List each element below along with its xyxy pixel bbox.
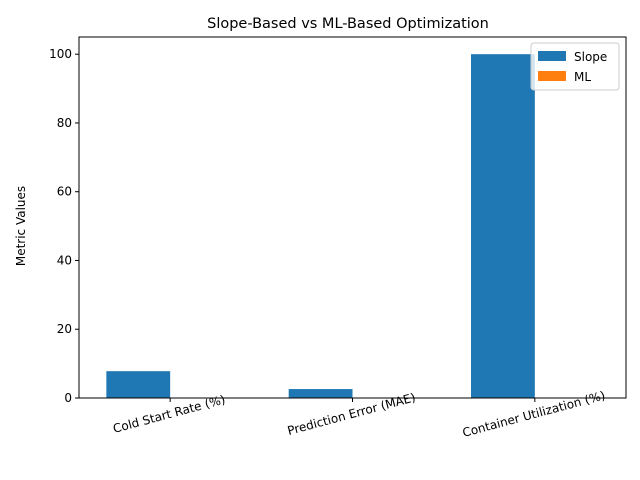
bars-layer xyxy=(106,54,535,398)
legend: Slope ML xyxy=(530,42,620,91)
y-tick-label: 60 xyxy=(57,185,72,199)
legend-label-ml: ML xyxy=(574,70,591,84)
y-tick-label: 40 xyxy=(57,253,72,267)
bar-slope-2 xyxy=(471,54,535,398)
chart-title: Slope-Based vs ML-Based Optimization xyxy=(207,16,489,32)
y-tick-label: 80 xyxy=(57,116,72,130)
legend-swatch-slope xyxy=(538,51,566,61)
y-axis: 0 20 40 60 80 100 xyxy=(49,47,79,405)
y-axis-label: Metric Values xyxy=(14,186,28,266)
bar-slope-0 xyxy=(106,371,171,398)
y-tick-label: 100 xyxy=(49,47,72,61)
y-tick-label: 20 xyxy=(57,322,72,336)
y-tick-label: 0 xyxy=(64,391,72,405)
bar-slope-1 xyxy=(288,389,353,398)
plot-frame xyxy=(78,36,627,399)
legend-label-slope: Slope xyxy=(574,50,607,64)
legend-swatch-ml xyxy=(538,71,566,81)
